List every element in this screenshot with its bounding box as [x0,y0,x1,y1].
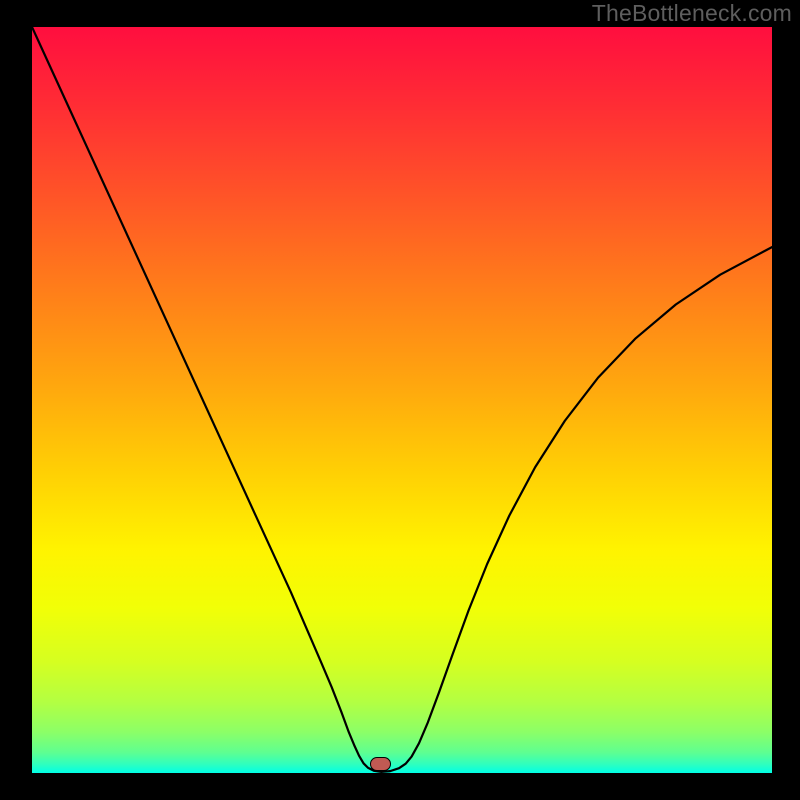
bottleneck-curve [32,27,772,773]
bottleneck-marker [370,757,391,771]
watermark-text: TheBottleneck.com [592,0,792,27]
plot-area [32,27,772,773]
chart-frame: TheBottleneck.com [0,0,800,800]
